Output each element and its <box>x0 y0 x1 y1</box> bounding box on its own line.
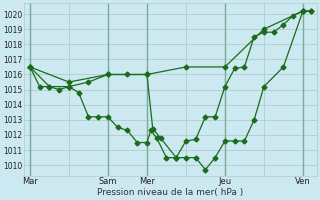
X-axis label: Pression niveau de la mer( hPa ): Pression niveau de la mer( hPa ) <box>97 188 244 197</box>
